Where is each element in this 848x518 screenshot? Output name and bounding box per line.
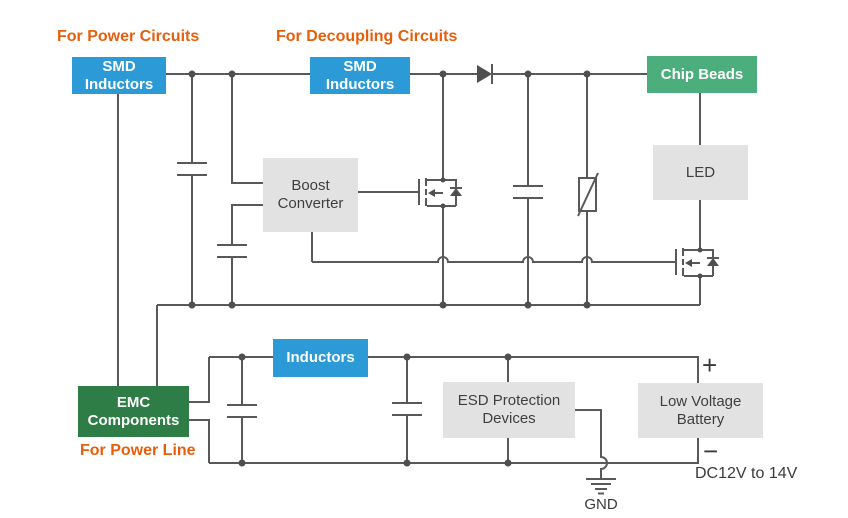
mosfet-icon: [675, 247, 719, 305]
block-boost-converter: Boost Converter: [263, 158, 358, 232]
diode-icon: [477, 64, 493, 84]
battery-plus-sign: +: [702, 350, 718, 380]
varistor-icon: [577, 74, 599, 305]
boost-input-wire: [231, 74, 263, 184]
capacitor-icon: [177, 74, 207, 305]
capacitor-icon: [227, 357, 257, 463]
battery-minus-sign: −: [703, 436, 719, 466]
block-emc-components: EMC Components: [78, 386, 189, 437]
mosfet-icon: [418, 74, 462, 305]
block-led: LED: [653, 145, 748, 200]
esd-ground-wire: [575, 409, 608, 479]
emc-out-top-wire: [189, 357, 210, 403]
dc-voltage-range-label: DC12V to 14V: [695, 465, 798, 482]
label-for-decoupling-circuits: For Decoupling Circuits: [276, 28, 458, 45]
emc-out-bottom-wire: [189, 419, 210, 463]
label-for-power-line: For Power Line: [80, 442, 196, 459]
gnd-label: GND: [584, 496, 618, 513]
junction-dots: [188, 70, 591, 467]
block-smd-inductors-power: SMD Inductors: [72, 57, 166, 94]
gate-drive-wire: [312, 256, 676, 263]
label-for-power-circuits: For Power Circuits: [57, 28, 200, 45]
capacitor-icon: [513, 74, 543, 305]
capacitor-icon: [392, 357, 422, 463]
block-chip-beads: Chip Beads: [647, 56, 757, 93]
ground-icon: [586, 478, 616, 495]
block-inductors: Inductors: [273, 339, 368, 377]
capacitor-icon: [217, 204, 263, 305]
block-esd-protection: ESD Protection Devices: [443, 382, 575, 438]
block-low-voltage-battery: Low Voltage Battery: [638, 383, 763, 438]
lower-top-rail: [368, 356, 699, 383]
block-smd-inductors-decoupling: SMD Inductors: [310, 57, 410, 94]
lower-bottom-rail: [209, 438, 699, 464]
